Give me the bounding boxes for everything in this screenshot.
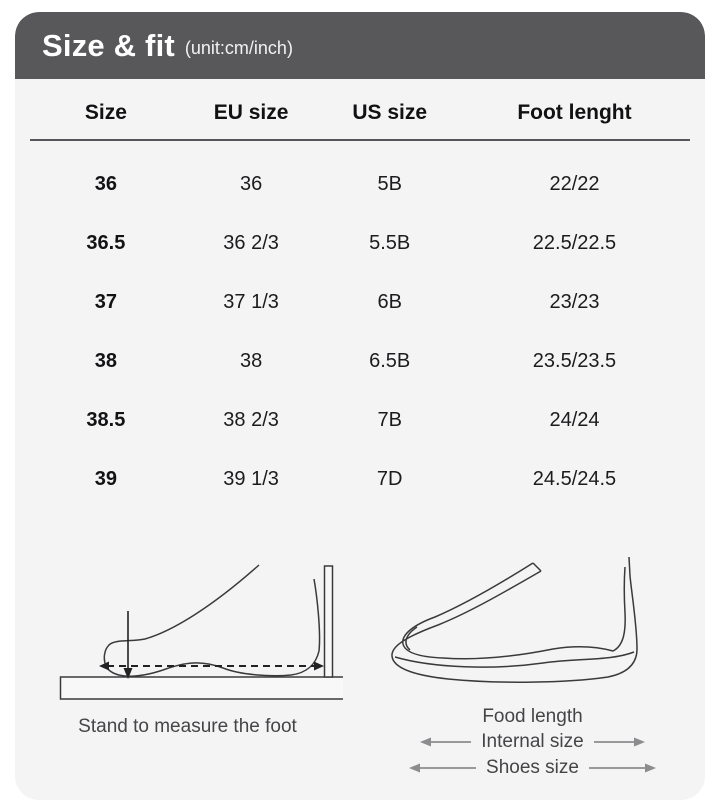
cell-foot: 23/23 — [549, 291, 600, 313]
shoe-illustration-icon — [390, 556, 638, 683]
cell-foot: 24.5/24.5 — [532, 468, 617, 490]
measurement-diagrams: Stand to measure the foot Food length — [15, 551, 705, 781]
card-header: Size & fit (unit:cm/inch) — [15, 12, 705, 79]
cell-foot: 24/24 — [549, 409, 600, 431]
internal-size-row: Internal size — [419, 729, 645, 755]
food-length-caption: Food length — [482, 706, 583, 727]
arrow-left-icon — [420, 737, 472, 747]
arrow-left-icon — [409, 763, 477, 773]
table-row: 38.5 38 2/3 7B 24/24 — [30, 391, 690, 450]
cell-foot: 23.5/23.5 — [532, 350, 617, 372]
unit-note: (unit:cm/inch) — [184, 38, 293, 58]
col-header-eu-size: EU size — [213, 101, 289, 124]
foot-measure-illustration-icon — [59, 564, 343, 700]
header-divider — [30, 139, 690, 141]
shoes-size-label: Shoes size — [486, 757, 579, 778]
shoes-size-row: Shoes size — [408, 755, 657, 781]
shoe-size-diagram: Food length Internal size Shoes size — [360, 551, 705, 781]
col-header-size: Size — [84, 101, 127, 124]
cell-eu: 38 2/3 — [223, 409, 279, 431]
cell-foot: 22/22 — [549, 173, 600, 195]
foot-measure-diagram: Stand to measure the foot — [15, 551, 360, 781]
table-header-row: Size EU size US size Foot lenght — [30, 79, 690, 139]
cell-size: 37 — [94, 291, 118, 313]
cell-size: 36.5 — [86, 232, 126, 254]
cell-eu: 37 1/3 — [223, 291, 279, 313]
cell-eu: 39 1/3 — [223, 468, 279, 490]
table-row: 39 39 1/3 7D 24.5/24.5 — [30, 450, 690, 509]
table-row: 38 38 6.5B 23.5/23.5 — [30, 332, 690, 391]
cell-size: 36 — [94, 173, 118, 195]
table-row: 37 37 1/3 6B 23/23 — [30, 273, 690, 332]
cell-eu: 36 2/3 — [223, 232, 279, 254]
cell-size: 38.5 — [86, 409, 126, 431]
cell-size: 39 — [94, 468, 118, 490]
cell-size: 38 — [94, 350, 118, 372]
size-fit-card: Size & fit (unit:cm/inch) Size EU size U… — [15, 12, 705, 800]
cell-us: 7B — [377, 409, 402, 431]
size-table: Size EU size US size Foot lenght 36 36 5… — [15, 79, 705, 509]
cell-us: 7D — [376, 468, 403, 490]
col-header-us-size: US size — [352, 101, 428, 124]
cell-us: 6.5B — [369, 350, 411, 372]
cell-us: 5.5B — [369, 232, 411, 254]
cell-us: 5B — [377, 173, 402, 195]
cell-eu: 36 — [239, 173, 263, 195]
arrow-right-icon — [588, 763, 656, 773]
foot-measure-caption: Stand to measure the foot — [78, 716, 297, 737]
table-row: 36.5 36 2/3 5.5B 22.5/22.5 — [30, 214, 690, 273]
internal-size-label: Internal size — [481, 731, 584, 752]
card-title: Size & fit — [42, 27, 175, 63]
cell-eu: 38 — [239, 350, 263, 372]
table-body: 36 36 5B 22/22 36.5 36 2/3 5.5B 22.5/22.… — [30, 141, 690, 509]
table-row: 36 36 5B 22/22 — [30, 155, 690, 214]
arrow-right-icon — [593, 737, 645, 747]
col-header-foot-length: Foot lenght — [517, 101, 632, 124]
cell-us: 6B — [377, 291, 402, 313]
cell-foot: 22.5/22.5 — [532, 232, 617, 254]
